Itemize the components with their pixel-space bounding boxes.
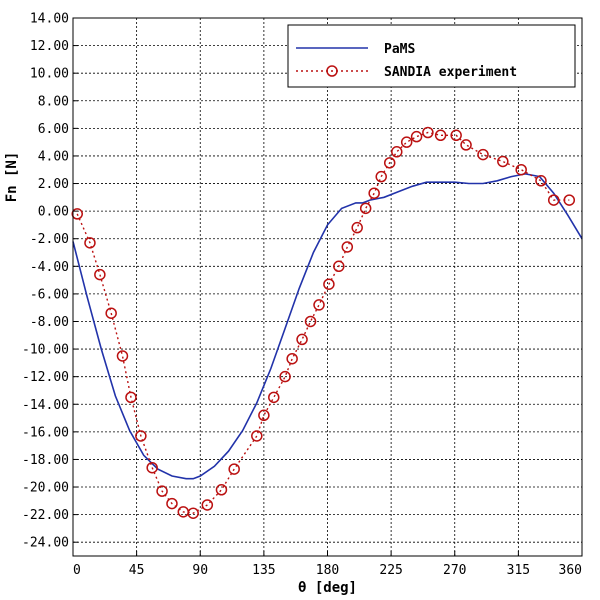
- y-axis-label: Fn [N]: [4, 152, 20, 203]
- legend-label-pams: PaMS: [384, 42, 415, 57]
- data-point-sandia: [460, 139, 472, 151]
- data-point-sandia: [351, 221, 363, 234]
- data-point-sandia: [400, 136, 413, 148]
- data-point-sandia: [296, 333, 308, 346]
- data-point-sandia: [450, 129, 462, 142]
- y-tick-label: 8.00: [38, 94, 69, 109]
- legend-marker-sandia: [326, 65, 338, 77]
- data-point-sandia: [535, 175, 547, 187]
- legend-box: [287, 24, 576, 88]
- x-axis-label: θ [deg]: [298, 580, 357, 596]
- x-tick-label: 315: [507, 563, 530, 578]
- data-point-sandia: [105, 307, 117, 319]
- data-point-sandia: [391, 146, 403, 158]
- x-tick-label: 90: [192, 563, 208, 578]
- data-point-sandia: [422, 126, 434, 139]
- data-point-sandia: [279, 370, 291, 383]
- data-point-sandia: [258, 409, 270, 422]
- data-point-sandia: [84, 237, 96, 249]
- y-tick-label: -20.00: [22, 481, 69, 496]
- data-point-sandia: [187, 507, 199, 519]
- x-tick-label: 45: [129, 563, 145, 578]
- data-point-sandia: [359, 202, 372, 215]
- data-point-sandia: [166, 497, 178, 510]
- ticks: 14.00 12.00 10.00 8.00 6.00 4.00 2.00 0.00 -2.00…: [22, 12, 583, 578]
- plot-area: [71, 126, 583, 519]
- y-tick-label: -4.00: [30, 260, 69, 275]
- data-point-sandia: [375, 170, 387, 183]
- data-point-sandia: [228, 463, 240, 475]
- y-tick-label: 14.00: [30, 12, 69, 27]
- data-point-sandia: [304, 315, 317, 328]
- legend-label-sandia: SANDIA experiment: [384, 65, 517, 80]
- x-tick-label: 360: [559, 563, 582, 578]
- data-point-sandia: [333, 260, 345, 273]
- data-point-sandia: [135, 430, 147, 442]
- y-tick-label: 10.00: [30, 67, 69, 82]
- data-point-sandia: [497, 155, 509, 168]
- data-point-sandia: [94, 268, 106, 281]
- data-point-sandia: [146, 461, 158, 474]
- data-point-sandia: [323, 278, 335, 290]
- data-point-sandia: [383, 157, 396, 169]
- y-tick-label: -16.00: [22, 425, 69, 440]
- x-tick-label: 225: [379, 563, 402, 578]
- y-tick-label: -18.00: [22, 453, 69, 468]
- y-tick-label: -22.00: [22, 508, 69, 523]
- data-point-sandia: [563, 194, 576, 206]
- data-point-sandia: [201, 499, 214, 511]
- data-point-sandia: [116, 350, 129, 362]
- y-tick-label: -8.00: [30, 315, 69, 330]
- data-point-sandia: [251, 430, 263, 442]
- data-point-sandia: [125, 391, 137, 404]
- y-tick-label: -2.00: [30, 232, 69, 247]
- data-point-sandia: [477, 148, 489, 161]
- x-tick-label: 270: [443, 563, 466, 578]
- data-point-sandia: [268, 391, 280, 404]
- data-point-sandia: [156, 485, 168, 497]
- data-point-sandia: [286, 352, 298, 365]
- data-point-sandia: [547, 194, 560, 206]
- y-tick-label: 0.00: [38, 205, 69, 220]
- x-tick-label: 135: [252, 563, 275, 578]
- data-point-sandia: [368, 187, 380, 199]
- data-point-sandia: [215, 484, 228, 496]
- y-tick-label: 12.00: [30, 39, 69, 54]
- series-line-pams: [72, 173, 583, 480]
- legend: PaMS SANDIA experiment: [287, 24, 576, 88]
- y-tick-label: -12.00: [22, 370, 69, 385]
- y-tick-label: -24.00: [22, 536, 69, 551]
- y-tick-label: 6.00: [38, 122, 69, 137]
- y-tick-label: -10.00: [22, 343, 69, 358]
- y-tick-label: -6.00: [30, 287, 69, 302]
- x-tick-label: 180: [316, 563, 339, 578]
- y-tick-label: 4.00: [38, 149, 69, 164]
- y-tick-label: 2.00: [38, 177, 69, 192]
- x-tick-label: 0: [73, 563, 81, 578]
- data-point-sandia: [410, 130, 423, 143]
- data-point-sandia: [313, 299, 325, 311]
- data-point-sandia: [515, 163, 527, 176]
- y-tick-label: -14.00: [22, 398, 69, 413]
- data-point-sandia: [434, 129, 447, 142]
- data-point-sandia: [71, 208, 83, 220]
- data-point-sandia: [341, 241, 354, 253]
